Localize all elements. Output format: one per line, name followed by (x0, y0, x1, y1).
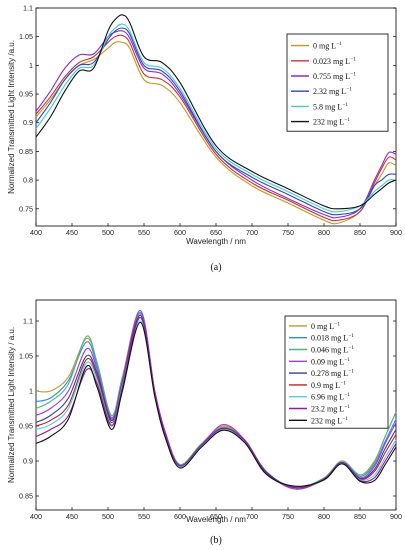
legend-entry: 0.023 mg L−1 (313, 56, 356, 66)
chart-a-legend: 0 mg L−1 0.023 mg L−1 0.755 mg L−1 2.32 mg … (286, 33, 389, 132)
legend-entry: 0.018 mg L−1 (311, 333, 354, 343)
x-tick-label: 550 (138, 228, 150, 237)
chart-a: 0.75 0.8 0.85 0.9 0.95 1 1.05 1.1 400 450 500 550 6… (7, 4, 402, 274)
chart-b-x-axis-label: Wavelength / nm (186, 515, 246, 524)
series-line (35, 321, 397, 487)
series-line (35, 313, 397, 489)
y-tick-label: 0.75 (19, 204, 33, 213)
x-tick-label: 800 (318, 512, 330, 521)
x-tick-label: 850 (354, 512, 366, 521)
legend-box (286, 33, 389, 132)
legend-entry: 6.96 mg L−1 (311, 392, 350, 402)
legend-box (284, 315, 389, 429)
legend-entry: 23.2 mg L−1 (311, 404, 350, 414)
x-tick-label: 400 (30, 228, 42, 237)
x-tick-label: 500 (102, 512, 114, 521)
y-tick-label: 1 (29, 387, 33, 396)
y-tick-label: 1.05 (19, 352, 33, 361)
x-tick-label: 650 (210, 228, 222, 237)
y-tick-label: 0.8 (23, 176, 33, 185)
x-tick-label: 800 (318, 228, 330, 237)
x-tick-label: 900 (390, 512, 402, 521)
x-tick-label: 900 (390, 228, 402, 237)
legend-entry: 0.046 mg L−1 (311, 345, 354, 355)
series-line (35, 14, 397, 210)
chart-b-y-axis-label: Normalized Transmitted Light Intensity /… (7, 327, 16, 483)
y-tick-label: 0.85 (19, 492, 33, 501)
y-tick-label: 1.1 (23, 317, 33, 326)
chart-b-caption: (b) (210, 535, 222, 546)
x-tick-label: 700 (246, 228, 258, 237)
legend-entry: 0.755 mg L−1 (313, 72, 356, 82)
legend-entry: 5.8 mg L−1 (313, 102, 348, 112)
legend-entry: 0.278 mg L−1 (311, 369, 354, 379)
x-tick-label: 450 (66, 228, 78, 237)
x-tick-label: 750 (282, 512, 294, 521)
y-tick-label: 0.95 (19, 422, 33, 431)
legend-entry: 2.32 mg L−1 (313, 87, 352, 97)
y-tick-label: 1 (29, 61, 33, 70)
x-tick-label: 650 (210, 512, 222, 521)
x-tick-label: 400 (30, 512, 42, 521)
chart-b: 0.85 0.9 0.95 1 1.05 1.1 400 450 500 550 600 650 70… (7, 299, 402, 546)
legend-entry: 232 mg L−1 (311, 416, 348, 426)
x-tick-label: 750 (282, 228, 294, 237)
chart-a-caption: (a) (210, 262, 221, 273)
series-line (35, 30, 397, 219)
y-tick-label: 1.05 (19, 32, 33, 41)
legend-entry: 0 mg L−1 (313, 41, 342, 51)
y-tick-label: 1.1 (23, 4, 33, 13)
chart-a-x-axis-label: Wavelength / nm (186, 237, 246, 246)
legend-entry: 0.09 mg L−1 (311, 357, 350, 367)
series-line (35, 23, 397, 213)
legend-entry: 0 mg L−1 (311, 321, 340, 331)
x-tick-label: 600 (174, 512, 186, 521)
series-line (35, 27, 397, 216)
x-tick-label: 850 (354, 228, 366, 237)
y-tick-label: 0.85 (19, 147, 33, 156)
x-tick-label: 700 (246, 512, 258, 521)
chart-b-legend: 0 mg L−1 0.018 mg L−1 0.046 mg L−1 0.09 mg … (284, 315, 389, 429)
x-tick-label: 600 (174, 228, 186, 237)
y-tick-label: 0.9 (23, 118, 33, 127)
legend-entry: 232 mg L−1 (313, 117, 350, 127)
y-tick-label: 0.95 (19, 90, 33, 99)
legend-entry: 0.9 mg L−1 (311, 380, 346, 390)
x-tick-label: 500 (102, 228, 114, 237)
chart-a-y-axis-label: Normalized Transmitted Light Intensity /… (7, 40, 16, 194)
y-tick-label: 0.9 (23, 457, 33, 466)
x-tick-label: 450 (66, 512, 78, 521)
x-tick-label: 550 (138, 512, 150, 521)
